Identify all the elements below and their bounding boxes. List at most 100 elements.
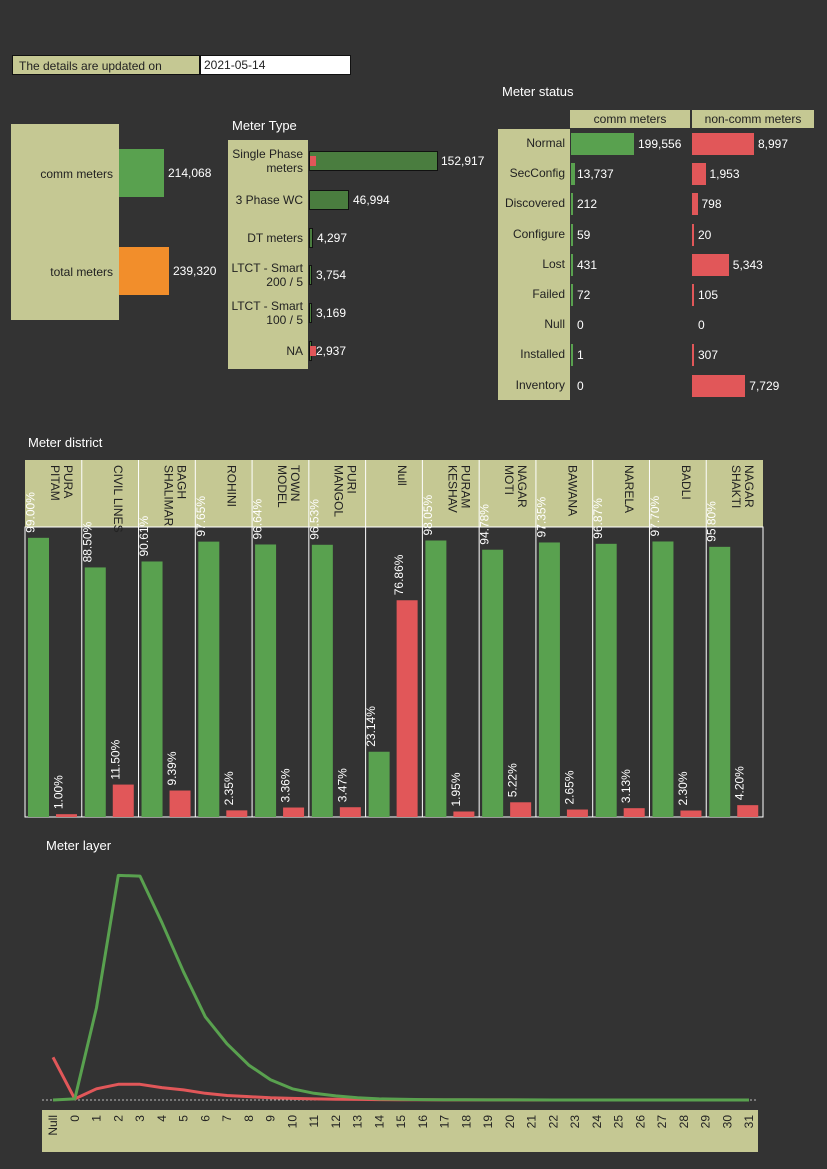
district-comm-label: 98.05%: [421, 494, 435, 535]
meter-status-comm-bar: [571, 223, 573, 246]
meter-type-label-panel: [228, 140, 308, 369]
meter-status-noncomm-value: 105: [698, 288, 719, 302]
totals-row-label: total meters: [50, 265, 113, 279]
layer-tick-label: 12: [329, 1115, 343, 1129]
layer-tick-label: 28: [677, 1115, 691, 1129]
layer-tick-label: 18: [459, 1115, 473, 1129]
meter-status-row-label: Failed: [532, 287, 565, 301]
meter-layer-title: Meter layer: [46, 838, 112, 853]
updated-date-field[interactable]: 2021-05-14: [200, 55, 351, 75]
district-noncomm-label: 4.20%: [733, 766, 747, 800]
district-noncomm-label: 1.00%: [52, 775, 66, 809]
district-comm-label: 88.50%: [80, 521, 94, 562]
layer-tick-label: 6: [198, 1115, 212, 1122]
meter-status-comm-value: 59: [577, 227, 591, 242]
meter-type-value: 3,754: [316, 268, 347, 282]
meter-status-row-label: Lost: [542, 256, 565, 271]
meter-type-value: 152,917: [441, 154, 485, 168]
district-category-label: PURI: [345, 465, 359, 494]
layer-tick-label: 11: [307, 1115, 321, 1128]
meter-status-title: Meter status: [502, 84, 574, 99]
district-noncomm-label: 76.86%: [392, 554, 406, 595]
meter-status-comm-value: 1: [577, 348, 584, 363]
district-noncomm-bar: [396, 600, 418, 817]
district-category-label: MANGOL: [332, 465, 346, 517]
meter-status-noncomm-value: 0: [698, 318, 705, 333]
layer-tick-label: 2: [111, 1115, 125, 1122]
meter-layer-chart: Null 0 1 2 3 4 5 6 7 8 9 10 11 12 13 14 15 16 17 18 19 20 21 22…: [42, 873, 758, 1152]
meter-type-row-label: LTCT - Smart 100 / 5: [231, 299, 303, 327]
meter-status-comm-bar: [571, 133, 634, 155]
meter-type-bar: [309, 151, 438, 171]
layer-tick-label: 29: [699, 1115, 713, 1129]
meter-type-row-label: DT meters: [247, 231, 303, 245]
district-noncomm-bar: [283, 807, 305, 817]
meter-type-title: Meter Type: [232, 118, 297, 133]
layer-tick-label: 4: [155, 1115, 169, 1122]
layer-comm-line: [52, 873, 749, 1102]
district-noncomm-bar: [226, 810, 248, 817]
district-comm-bar: [538, 542, 560, 817]
district-header-band: [25, 460, 763, 527]
meter-type-value: 3,169: [316, 306, 347, 320]
meter-status-row-label: Installed: [520, 347, 565, 362]
meter-type-value: 46,994: [353, 193, 390, 207]
layer-tick-label: 10: [285, 1115, 299, 1129]
meter-status-noncomm-bar: [692, 284, 694, 306]
district-comm-bar: [311, 544, 333, 817]
layer-tick-label: 31: [742, 1115, 756, 1129]
district-category-label: Null: [395, 465, 409, 486]
district-comm-label: 23.14%: [364, 706, 378, 747]
layer-tick-label: 14: [372, 1115, 386, 1129]
meter-status-noncomm-bar: [692, 163, 706, 186]
district-noncomm-label: 3.36%: [279, 768, 293, 802]
meter-type-noncomm-bar: [310, 156, 316, 166]
district-noncomm-label: 1.95%: [449, 772, 463, 806]
district-category-label: KESHAV: [445, 465, 459, 513]
meter-district-chart: PITAM PURA 99.00% 1.00% CIVIL LINES 88.50% 11.…: [24, 460, 764, 818]
district-comm-bar: [198, 541, 220, 817]
meter-status-row-label: Inventory: [515, 377, 565, 392]
meter-status-noncomm-value: 307: [698, 348, 719, 363]
district-comm-label: 90.61%: [137, 515, 151, 556]
district-noncomm-bar: [566, 809, 588, 817]
meter-status-noncomm-bar: [692, 253, 729, 276]
meter-status-noncomm-bar: [692, 133, 754, 155]
layer-tick-label: 17: [438, 1115, 452, 1129]
district-comm-label: 97.65%: [194, 496, 208, 537]
meter-status-noncomm-value: 20: [698, 227, 712, 242]
meter-status-row-label: SecConfig: [509, 166, 565, 181]
district-noncomm-bar: [169, 790, 191, 817]
meter-status-noncomm-value: 5,343: [732, 257, 763, 272]
district-noncomm-bar: [112, 784, 134, 817]
layer-tick-label: 7: [220, 1115, 234, 1122]
district-comm-bar: [709, 546, 731, 817]
district-comm-bar: [255, 544, 277, 817]
district-noncomm-bar: [510, 802, 532, 817]
meter-status-comm-bar: [571, 193, 573, 216]
district-category-label: CIVIL LINES: [111, 465, 125, 533]
layer-tick-label: 27: [655, 1115, 669, 1129]
district-comm-bar: [84, 567, 106, 817]
meter-type-value: 4,297: [317, 231, 348, 245]
meter-status-col-comm: comm meters: [570, 110, 690, 128]
meter-status-noncomm-bar: [692, 374, 746, 397]
meter-type-bar: [309, 303, 312, 323]
district-category-label: NAGAR: [742, 465, 756, 508]
district-category-label: TOWN: [288, 465, 302, 501]
meter-status-row-label: Normal: [526, 136, 565, 150]
district-noncomm-label: 2.65%: [562, 770, 576, 804]
meter-type-row-label: Single Phase meters: [232, 147, 303, 175]
layer-noncomm-line: [51, 1056, 749, 1102]
totals-value: 239,320: [173, 264, 217, 278]
totals-bar: [119, 247, 169, 295]
meter-status-comm-value: 0: [577, 318, 584, 333]
layer-tick-label: 23: [568, 1115, 582, 1129]
district-category-label: ROHINI: [225, 465, 239, 507]
district-category-label: MOTI: [502, 465, 516, 495]
district-comm-bar: [425, 540, 447, 817]
district-category-label: SHAKTI: [729, 465, 743, 508]
layer-tick-label: 5: [177, 1115, 191, 1122]
updated-label: The details are updated on: [12, 55, 200, 75]
district-comm-label: 94.78%: [478, 504, 492, 545]
